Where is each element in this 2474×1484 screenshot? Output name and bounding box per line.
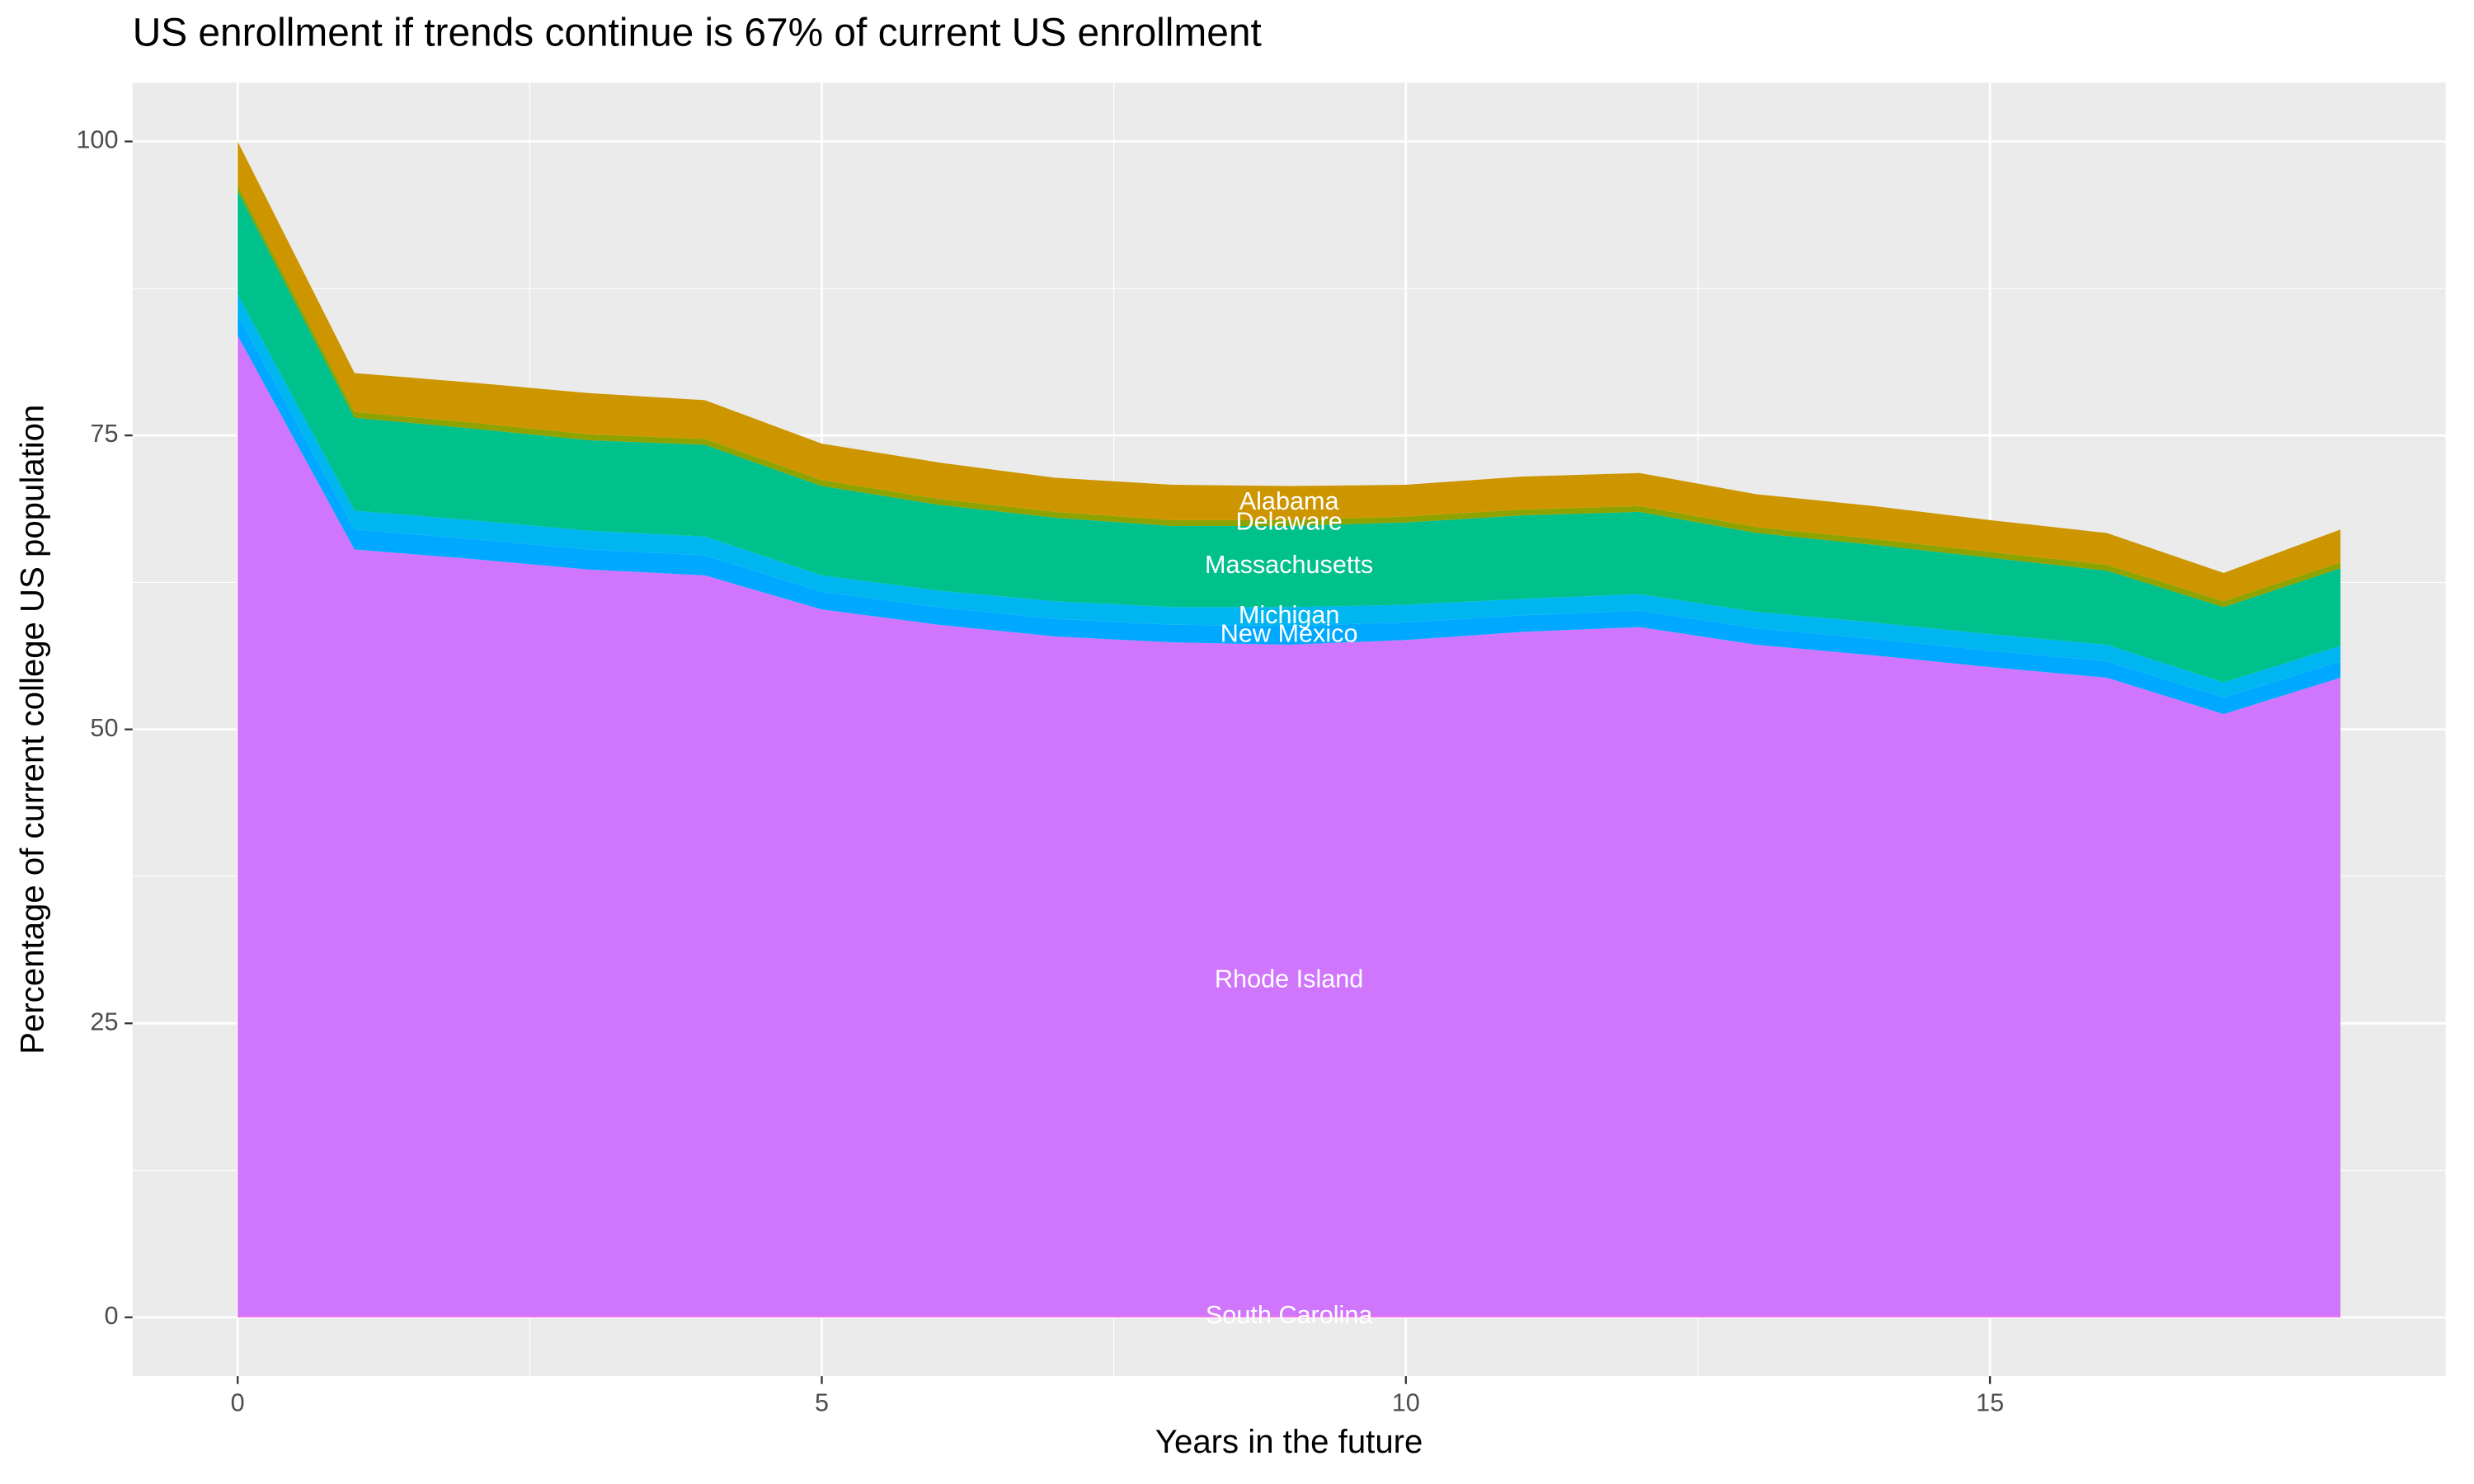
y-tick-label: 0 bbox=[104, 1302, 118, 1330]
area bbox=[238, 1316, 2341, 1317]
layer-label: Michigan bbox=[1239, 601, 1340, 629]
x-tick-label: 0 bbox=[231, 1389, 245, 1417]
areas bbox=[238, 141, 2341, 1317]
layer-label: Delaware bbox=[1235, 507, 1342, 535]
y-axis-label: Percentage of current college US populat… bbox=[14, 405, 51, 1054]
layer-labels: South Carolina Rhode Island New MexicoMich… bbox=[1205, 487, 1373, 1329]
area bbox=[238, 335, 2341, 1317]
y-tick-label: 25 bbox=[90, 1007, 118, 1036]
x-tick-label: 5 bbox=[815, 1389, 829, 1417]
x-tick-label: 10 bbox=[1392, 1389, 1420, 1417]
layer-label: New Mexico bbox=[1221, 620, 1358, 648]
layer-label: Massachusetts bbox=[1205, 551, 1373, 579]
y-tick-label: 50 bbox=[90, 714, 118, 742]
area bbox=[238, 141, 2341, 602]
y-tick-label: 75 bbox=[90, 420, 118, 448]
y-tick-label: 100 bbox=[76, 126, 118, 154]
layer-label: South Carolina bbox=[1206, 1301, 1373, 1329]
x-axis-label: Years in the future bbox=[1155, 1423, 1423, 1460]
chart-title: US enrollment if trends continue is 67% … bbox=[133, 11, 1262, 54]
area bbox=[238, 314, 2341, 715]
area bbox=[238, 190, 2341, 683]
area bbox=[238, 294, 2341, 698]
area bbox=[238, 185, 2341, 608]
x-tick-label: 15 bbox=[1976, 1389, 2004, 1417]
layer-label: Alabama bbox=[1239, 487, 1340, 515]
layer-label: Rhode Island bbox=[1215, 965, 1363, 993]
